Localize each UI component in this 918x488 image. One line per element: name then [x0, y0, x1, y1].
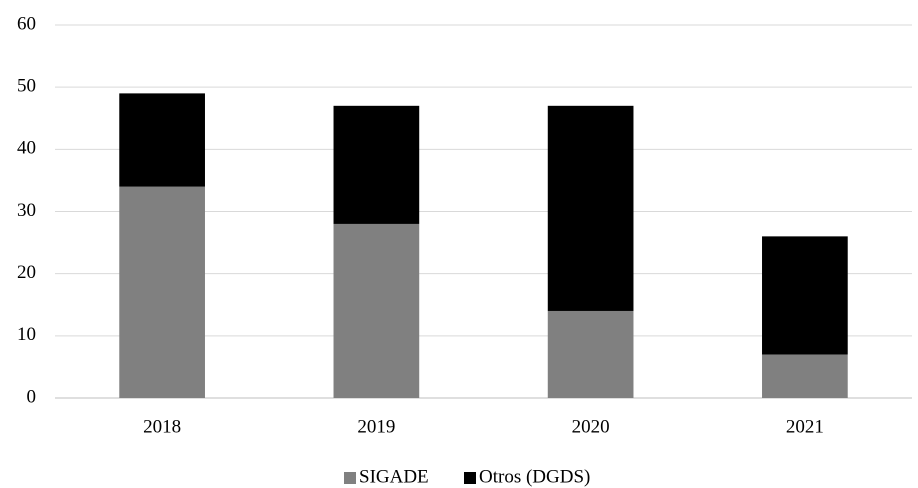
x-tick-label: 2019 — [357, 416, 395, 437]
y-tick-label: 30 — [17, 200, 36, 221]
bar-segment — [333, 223, 420, 398]
x-tick-label: 2018 — [143, 416, 181, 437]
bar-segment — [762, 236, 848, 355]
legend-label: SIGADE — [359, 466, 429, 487]
x-tick-label: 2021 — [786, 416, 824, 437]
bar-segment — [119, 186, 205, 398]
legend-swatch — [464, 472, 476, 484]
y-tick-label: 40 — [17, 138, 36, 159]
bar-segment — [547, 105, 634, 311]
bar-segment — [333, 105, 420, 224]
y-tick-label: 20 — [17, 262, 36, 283]
bar-segment — [547, 310, 634, 398]
bar-segment — [119, 93, 205, 187]
y-tick-label: 50 — [17, 76, 36, 97]
legend-label: Otros (DGDS) — [479, 466, 590, 487]
y-tick-label: 60 — [17, 13, 36, 34]
x-tick-label: 2020 — [572, 416, 610, 437]
bar-segment — [762, 354, 848, 398]
legend-swatch — [344, 472, 356, 484]
y-tick-label: 0 — [27, 386, 37, 407]
y-tick-label: 10 — [17, 324, 36, 345]
